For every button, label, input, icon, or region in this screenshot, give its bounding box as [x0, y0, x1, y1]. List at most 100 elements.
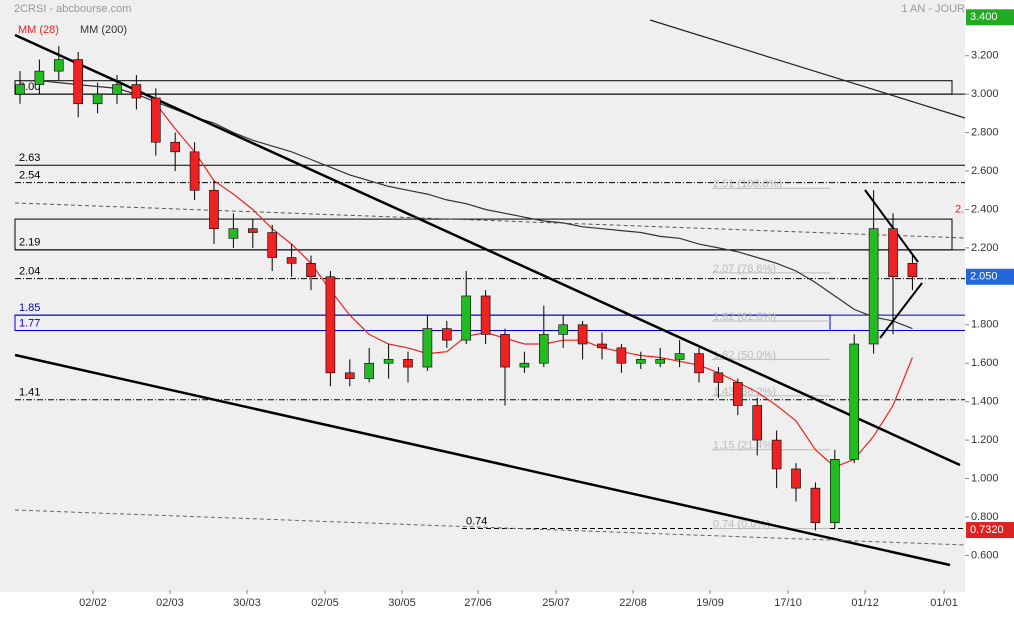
- y-tick-label: 2.600: [971, 165, 999, 177]
- trend-line: [14, 202, 966, 239]
- candle-body: [616, 347, 627, 364]
- candle-body: [73, 59, 83, 105]
- level-label: 2.19: [19, 237, 40, 249]
- candle-body: [189, 151, 200, 191]
- fib-label: 2.07 (78.6%): [713, 263, 776, 275]
- price-tag: [966, 9, 1014, 26]
- level-label: 2.63: [19, 152, 40, 164]
- candle-body: [636, 359, 646, 364]
- fib-label: 1.15 (21.4%): [713, 440, 776, 452]
- fib-label: 0.74 (0.0%): [713, 518, 770, 530]
- x-tick-label: 02/03: [156, 597, 184, 609]
- trend-line: [14, 353, 951, 567]
- candle-body: [92, 93, 103, 105]
- candle-body: [752, 405, 763, 441]
- y-tick-label: 2.800: [971, 127, 999, 139]
- candle-body: [403, 359, 413, 368]
- candle-body: [150, 97, 161, 143]
- y-tick-label: 1.200: [971, 434, 999, 446]
- candle-body: [539, 334, 549, 364]
- candle-body: [422, 328, 433, 368]
- candle-body: [519, 362, 530, 368]
- price-tag: [966, 522, 1014, 539]
- candle-body: [15, 84, 25, 95]
- price-tag-label: 2.050: [970, 271, 998, 283]
- candle-body: [442, 328, 452, 341]
- candle-body: [674, 353, 685, 360]
- candle-body: [131, 84, 142, 99]
- moving-average: [155, 103, 913, 468]
- candle-body: [267, 232, 277, 258]
- y-tick-label: 3.000: [971, 88, 999, 100]
- candle-body: [247, 228, 258, 233]
- candle-body: [306, 262, 316, 278]
- level-label: 1.85: [19, 302, 40, 314]
- y-tick-label: 0.600: [971, 549, 999, 561]
- candle-body: [849, 343, 860, 460]
- candle-body: [170, 141, 180, 153]
- candle-body: [907, 262, 918, 278]
- x-tick-label: 19/09: [696, 597, 724, 609]
- candle-body: [209, 189, 219, 229]
- x-tick-label: 02/02: [79, 597, 107, 609]
- x-tick-label: 30/05: [388, 597, 416, 609]
- x-tick-label: 25/07: [542, 597, 570, 609]
- y-tick-label: 1.600: [971, 357, 999, 369]
- candle-body: [286, 257, 297, 264]
- candle-body: [694, 353, 704, 374]
- candle-body: [888, 228, 898, 278]
- candle-body: [344, 372, 355, 379]
- moving-average: [20, 80, 913, 330]
- x-tick-label: 01/01: [930, 597, 958, 609]
- header-period: 1 AN - JOUR: [901, 3, 965, 15]
- x-tick-label: 02/05: [311, 597, 339, 609]
- level-label: 2.04: [19, 266, 40, 278]
- candle-body: [868, 228, 879, 345]
- annotation: 2.: [955, 203, 964, 215]
- marks: 3.200 3.000 2.800 2.600 2.400 2.200 1.800 1.600…: [15, 9, 1014, 609]
- candle-body: [713, 372, 724, 383]
- candle-body: [655, 359, 666, 364]
- candle-body: [771, 439, 782, 470]
- legend-entry: MM (200): [80, 24, 127, 36]
- x-tick-label: 01/12: [851, 597, 879, 609]
- candle-body: [810, 487, 821, 524]
- candle-body: [325, 276, 336, 374]
- level-label: 2.54: [19, 169, 40, 181]
- fib-label: 1.82 (61.8%): [713, 311, 776, 323]
- candle-body: [733, 382, 743, 406]
- trend-line: [649, 19, 966, 119]
- header-title: 2CRSI - abcbourse.com: [14, 3, 131, 15]
- price-tag: [966, 268, 1014, 285]
- price-tag-label: 3.400: [970, 11, 998, 23]
- candle-body: [480, 295, 491, 335]
- candle-body: [53, 59, 64, 72]
- y-tick-label: 1.800: [971, 319, 999, 331]
- x-tick-label: 30/03: [233, 597, 261, 609]
- trend-line: [14, 509, 966, 546]
- triangle-line: [879, 282, 923, 339]
- fib-label: 1.43 (38.2%): [713, 386, 776, 398]
- candle-body: [383, 359, 394, 364]
- candle-body: [34, 70, 45, 85]
- trend-lines: [14, 19, 966, 567]
- candle-body: [830, 459, 840, 524]
- level-label: 1.41: [19, 387, 40, 399]
- x-tick-label: 17/10: [774, 597, 802, 609]
- candle-body: [577, 324, 588, 345]
- candle-body: [791, 468, 801, 489]
- price-tag-label: 0.7320: [970, 524, 1004, 536]
- candle-body: [112, 84, 122, 95]
- fib-label: 2.51 (100.0%): [713, 178, 782, 190]
- trend-line: [14, 33, 961, 467]
- legend-entry: MM (28): [18, 24, 59, 36]
- y-tick-label: 1.000: [971, 472, 999, 484]
- candle-body: [461, 295, 472, 341]
- y-tick-label: 3.200: [971, 50, 999, 62]
- level-label: 0.74: [466, 515, 487, 527]
- x-tick-label: 22/08: [619, 597, 647, 609]
- level-label: 1.77: [19, 317, 40, 329]
- y-tick-label: 2.200: [971, 242, 999, 254]
- candle-body: [364, 362, 374, 379]
